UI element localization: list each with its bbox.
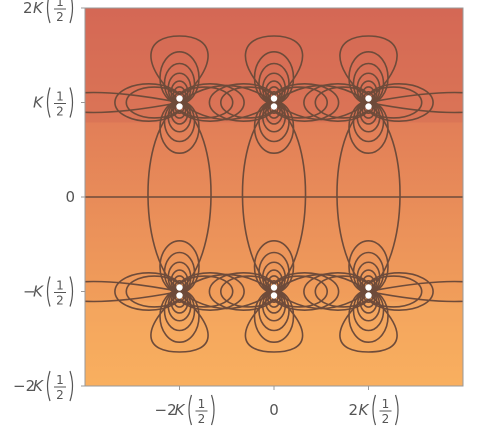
contour-lens-edge [85,101,180,114]
tick-fraction-denominator: 2 [56,105,64,119]
tick-symbol: K [175,401,186,419]
tick-fraction-denominator: 2 [382,412,390,426]
contour-petal-right [175,275,234,308]
contour-petal-left [220,86,278,119]
contour-lens-edge [368,280,463,293]
tick-symbol: K [33,0,44,17]
tick-paren-right [69,370,74,402]
contour-petal-right [270,275,329,308]
contour-petal-right [364,275,423,308]
tick-fraction-denominator: 2 [56,10,64,24]
tick-symbol: K [359,401,370,419]
tick-fraction-numerator: 1 [56,279,64,293]
tick-fraction-denominator: 2 [198,412,206,426]
contour-loop-top [339,35,398,102]
singularity-dot-upper [176,95,183,102]
singularity-dot-lower [365,292,372,299]
contour-lens-edge [368,290,463,303]
tick-label-group: 2 K 12 [23,0,74,24]
tick-coefficient: 2 [349,401,359,419]
singularity-dot-lower [176,103,183,110]
singularity-dot-upper [270,284,278,291]
contour-loop-bottom [150,292,209,353]
contour-petal-left [314,275,373,308]
singularity-dot-upper [365,284,372,291]
contour-petal-right [270,86,329,119]
singularity-dot-lower [365,103,372,110]
contour-lens-edge [368,101,463,114]
tick-paren-left [46,370,51,402]
tick-label-group: −2K 12 [13,370,74,402]
contour-petal-left [125,86,184,119]
singularity-contours [303,51,434,154]
tick-label-group: 0 [65,188,75,206]
tick-paren-right [210,394,215,426]
singularity-dot-lower [270,103,278,110]
tick-paren-right [69,276,74,307]
contour-petal-left [220,275,278,308]
contour-loop-bottom [244,292,304,353]
tick-paren-left [372,394,377,426]
contour-lens-edge [85,91,180,104]
tick-label-group: 0 [269,401,279,419]
singularity-dot-upper [270,95,278,102]
tick-paren-right [394,394,399,426]
tick-fraction-numerator: 1 [56,373,64,387]
contour-loop-top [150,35,209,102]
tick-label-group: −K 12 [23,276,74,308]
singularity-dot-upper [365,95,372,102]
tick-symbol: K [33,94,44,112]
tick-label-group: −2K 12 [155,394,215,426]
tick-coefficient: − [23,283,36,301]
tick-fraction-numerator: 1 [56,90,64,104]
tick-paren-right [69,87,74,118]
contour-loop-bottom [339,292,398,353]
contour-lines [85,35,463,353]
contour-lens-edge [368,91,463,104]
tick-paren-left [46,276,51,307]
tick-label-group: 2 K 12 [349,394,399,426]
tick-label: 0 [65,188,75,206]
contour-lens-edge [85,290,180,303]
contour-petal-left [314,86,373,119]
color-bands [85,8,463,386]
x-axis-ticks: −2K 12 0 2 K 12 [155,386,399,426]
tick-paren-left [46,87,51,118]
tick-coefficient: −2 [155,401,177,419]
tick-label-group: K 12 [33,87,74,119]
contour-petal-right [175,86,234,119]
tick-fraction-denominator: 2 [56,294,64,308]
singularity-markers [176,95,372,299]
tick-symbol: K [33,377,44,395]
tick-paren-left [46,0,51,24]
tick-coefficient: 2 [23,0,33,17]
tick-symbol: K [33,283,44,301]
y-axis-ticks: 2 K 12K 120−K 12−2K 12 [13,0,85,402]
singularity-dot-upper [176,284,183,291]
contour-petal-left [125,275,184,308]
contour-lens-edge [85,280,180,293]
tick-label: 0 [269,401,279,419]
tick-fraction-numerator: 1 [382,397,390,411]
tick-fraction-numerator: 1 [198,397,206,411]
contour-petal-right [364,86,423,119]
contour-loop-top [244,35,304,102]
tick-fraction-denominator: 2 [56,388,64,402]
singularity-contours [303,239,434,344]
tick-coefficient: −2 [13,377,35,395]
singularity-dot-lower [176,292,183,299]
tick-paren-right [69,0,74,24]
band-bottom [85,301,463,386]
tick-fraction-numerator: 1 [56,0,64,9]
tick-paren-left [188,394,193,426]
singularity-dot-lower [270,292,278,299]
